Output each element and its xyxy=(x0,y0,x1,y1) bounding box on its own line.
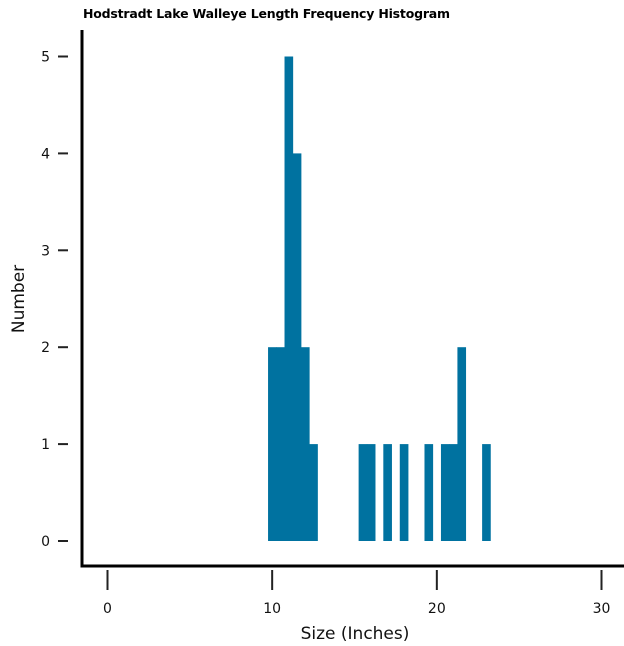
histogram-bar xyxy=(276,347,285,541)
x-tick-label: 0 xyxy=(103,601,112,617)
histogram-bar xyxy=(358,444,368,541)
y-tick-label: 1 xyxy=(41,437,50,453)
bars-group xyxy=(268,56,491,541)
y-tick-label: 4 xyxy=(41,146,50,162)
y-tick-label: 0 xyxy=(41,534,50,550)
y-tick-label: 3 xyxy=(41,243,50,259)
x-axis-title: Size (Inches) xyxy=(301,624,410,644)
histogram-bar xyxy=(268,347,277,541)
y-axis-ticks: 0 1 2 3 4 5 xyxy=(41,50,68,550)
histogram-bar xyxy=(424,444,434,541)
y-tick-label: 5 xyxy=(41,50,50,66)
histogram-bar xyxy=(366,444,376,541)
histogram-bar xyxy=(449,444,458,541)
histogram-bar xyxy=(284,56,294,541)
x-tick-label: 20 xyxy=(428,601,446,617)
x-tick-label: 30 xyxy=(593,601,611,617)
y-tick-label: 2 xyxy=(41,340,50,356)
histogram-bar xyxy=(383,444,392,541)
chart-title: Hodstradt Lake Walleye Length Frequency … xyxy=(83,6,450,21)
histogram-bar xyxy=(440,444,450,541)
histogram-bar xyxy=(292,153,302,541)
histogram-bar xyxy=(457,347,467,541)
x-tick-label: 10 xyxy=(263,601,281,617)
y-axis-title: Number xyxy=(9,265,29,333)
histogram-bar xyxy=(482,444,491,541)
x-axis-ticks: 0 10 20 30 xyxy=(103,570,610,617)
histogram-bar xyxy=(399,444,409,541)
histogram-bar xyxy=(309,444,318,541)
histogram-bar xyxy=(300,347,310,541)
